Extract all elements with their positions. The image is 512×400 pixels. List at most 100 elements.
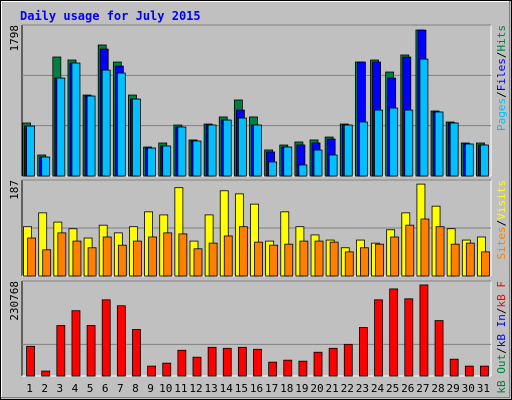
bar <box>222 119 232 177</box>
bar <box>404 298 414 377</box>
bar <box>268 361 278 377</box>
bar <box>116 72 126 177</box>
bar <box>101 69 111 177</box>
x-tick-label: 26 <box>401 382 414 395</box>
bar <box>344 251 354 277</box>
bar <box>148 236 157 277</box>
bar <box>299 240 309 277</box>
bar <box>389 107 399 177</box>
x-tick-label: 6 <box>102 382 109 395</box>
bar <box>71 62 81 177</box>
bar <box>117 244 127 277</box>
bar <box>192 356 202 377</box>
bar <box>237 346 247 377</box>
bar <box>374 109 383 177</box>
bar <box>464 365 474 377</box>
bar <box>360 247 369 277</box>
legend-entry: kB Out <box>495 354 508 394</box>
chart-title: Daily usage for July 2015 <box>20 9 201 23</box>
bar <box>328 347 338 377</box>
bar <box>56 77 66 177</box>
bar <box>375 243 384 277</box>
legend-separator: / <box>495 347 508 354</box>
legend-entry: kB F <box>495 281 508 308</box>
bar <box>343 343 353 377</box>
x-tick-label: 17 <box>265 382 278 395</box>
bar <box>253 348 262 377</box>
bar <box>449 358 459 377</box>
bar <box>102 236 112 277</box>
x-tick-label: 16 <box>250 382 263 395</box>
x-tick-label: 24 <box>371 382 385 395</box>
bar <box>207 124 217 177</box>
y-tick-label: 1798 <box>8 25 21 52</box>
bar <box>298 164 308 177</box>
bar <box>465 242 475 277</box>
bar <box>133 240 142 277</box>
bar <box>283 359 293 377</box>
x-tick-label: 13 <box>204 382 217 395</box>
x-tick-label: 12 <box>189 382 202 395</box>
bar <box>329 241 339 277</box>
x-tick-label: 30 <box>462 382 475 395</box>
legend-separator: / <box>495 220 508 227</box>
legend-entry: Pages <box>495 98 508 131</box>
x-tick-label: 20 <box>310 382 323 395</box>
bar <box>223 235 233 277</box>
bar <box>27 237 36 277</box>
bar <box>56 325 66 377</box>
bar <box>450 243 460 277</box>
x-tick-label: 28 <box>431 382 444 395</box>
bar <box>147 147 156 177</box>
x-tick-label: 22 <box>341 382 354 395</box>
bar <box>449 122 459 177</box>
bar <box>405 224 415 277</box>
bar <box>41 370 51 377</box>
bar <box>72 240 82 277</box>
bar <box>42 249 52 277</box>
bar <box>283 146 293 177</box>
legend: Sites/Visits <box>495 180 508 260</box>
bar <box>434 320 444 377</box>
bar <box>269 244 279 277</box>
x-tick-label: 29 <box>447 382 460 395</box>
y-tick-label: 187 <box>8 180 21 200</box>
bar <box>222 347 232 377</box>
bar <box>374 299 383 377</box>
x-tick-label: 4 <box>72 382 79 395</box>
x-tick-label: 2 <box>41 382 48 395</box>
x-tick-label: 27 <box>416 382 429 395</box>
bar <box>314 240 324 277</box>
bar <box>389 288 399 377</box>
bar <box>419 58 429 177</box>
bar <box>178 233 188 277</box>
legend-entry: Sites <box>495 226 508 259</box>
bar <box>26 125 35 177</box>
legend-entry: Visits <box>495 180 508 220</box>
bar <box>404 109 414 177</box>
x-tick-label: 18 <box>280 382 293 395</box>
x-tick-label: 9 <box>147 382 154 395</box>
bar <box>435 226 445 277</box>
bar <box>132 329 141 377</box>
bar <box>268 161 278 177</box>
legend-entry: kB In <box>495 314 508 347</box>
bar <box>480 144 489 177</box>
x-tick-label: 10 <box>159 382 172 395</box>
x-tick-label: 31 <box>477 382 490 395</box>
bar <box>359 121 368 177</box>
x-tick-label: 15 <box>235 382 248 395</box>
bar <box>193 248 203 277</box>
bar <box>177 126 187 177</box>
x-tick-label: 11 <box>174 382 187 395</box>
bar <box>254 241 263 277</box>
bar <box>86 95 96 177</box>
bar <box>464 143 474 177</box>
bar <box>419 284 429 377</box>
legend-entry: Files <box>495 58 508 91</box>
bar <box>86 325 96 377</box>
x-tick-label: 21 <box>326 382 339 395</box>
x-tick-label: 1 <box>26 382 33 395</box>
legend-separator: / <box>495 91 508 98</box>
